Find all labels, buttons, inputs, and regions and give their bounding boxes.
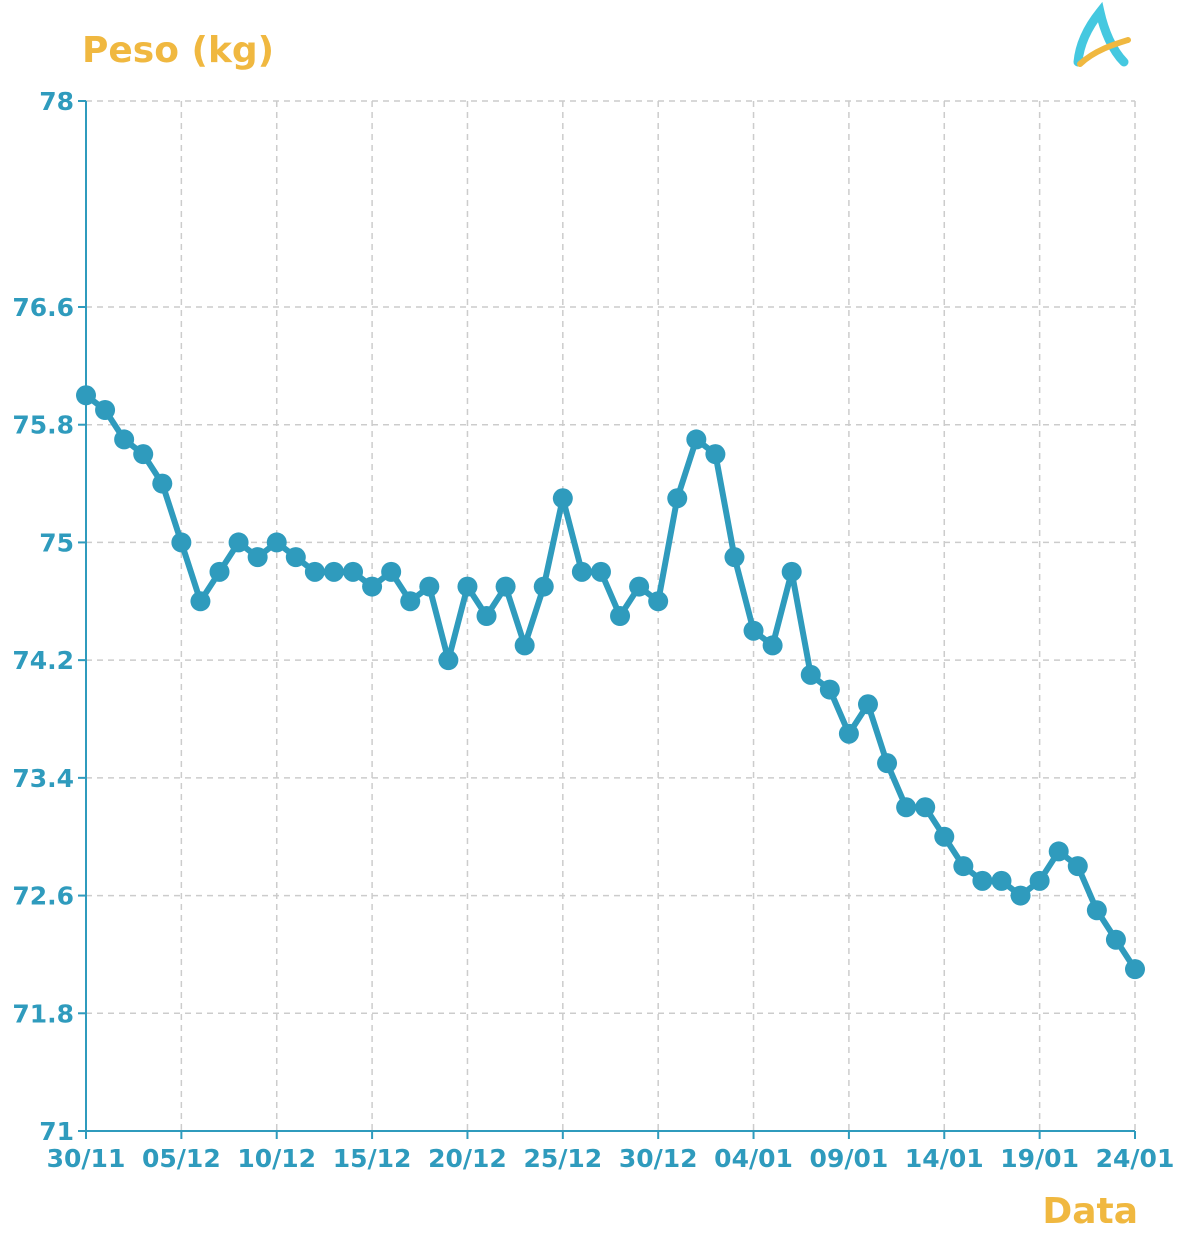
y-tick-label: 71.8 xyxy=(12,999,74,1028)
y-tick-label: 74.2 xyxy=(12,646,74,675)
data-point xyxy=(915,797,936,818)
data-point xyxy=(743,620,764,641)
x-tick-label: 25/12 xyxy=(523,1144,602,1173)
data-point xyxy=(304,561,325,582)
x-tick-label: 04/01 xyxy=(714,1144,793,1173)
data-point xyxy=(896,797,917,818)
y-tick-label: 75.8 xyxy=(12,411,74,440)
data-point xyxy=(190,591,211,612)
x-tick-label: 09/01 xyxy=(810,1144,889,1173)
data-point xyxy=(648,591,669,612)
data-point xyxy=(114,429,135,450)
data-point xyxy=(323,561,344,582)
data-point xyxy=(934,826,955,847)
x-tick-label: 14/01 xyxy=(905,1144,984,1173)
data-point xyxy=(514,635,535,656)
data-point xyxy=(686,429,707,450)
x-tick-label: 20/12 xyxy=(428,1144,507,1173)
data-point xyxy=(1048,841,1069,862)
x-tick-label: 15/12 xyxy=(333,1144,412,1173)
data-point xyxy=(800,664,821,685)
logo-icon xyxy=(1073,1,1131,67)
data-point xyxy=(247,547,268,568)
data-point xyxy=(1029,870,1050,891)
data-point xyxy=(838,723,859,744)
data-point xyxy=(629,576,650,597)
data-point xyxy=(953,856,974,877)
data-point xyxy=(781,561,802,582)
data-point xyxy=(419,576,440,597)
data-point xyxy=(1067,856,1088,877)
data-point xyxy=(381,561,402,582)
data-point xyxy=(533,576,554,597)
y-tick-label: 75 xyxy=(39,528,74,557)
data-point xyxy=(1010,885,1031,906)
data-point xyxy=(877,753,898,774)
data-point xyxy=(228,532,249,553)
data-point xyxy=(457,576,478,597)
data-point xyxy=(95,400,116,420)
data-point xyxy=(133,444,154,465)
data-point xyxy=(1125,959,1145,980)
y-tick-label: 72.6 xyxy=(12,882,74,911)
data-point xyxy=(285,547,306,568)
data-point xyxy=(171,532,192,553)
data-point xyxy=(667,488,688,509)
series xyxy=(76,385,1145,980)
data-point xyxy=(266,532,287,553)
y-tick-label: 73.4 xyxy=(12,764,74,793)
y-tick-label: 78 xyxy=(39,87,74,116)
x-tick-label: 10/12 xyxy=(237,1144,316,1173)
y-tick-label: 76.6 xyxy=(12,293,74,322)
x-tick-label: 30/12 xyxy=(619,1144,698,1173)
x-tick-label: 30/11 xyxy=(47,1144,126,1173)
x-tick-label: 05/12 xyxy=(142,1144,221,1173)
data-point xyxy=(705,444,726,465)
data-point xyxy=(476,606,497,626)
y-tick-label: 71 xyxy=(39,1117,74,1146)
data-point xyxy=(857,694,878,715)
data-point xyxy=(1086,900,1107,921)
y-axis-label: Peso (kg) xyxy=(82,30,274,71)
data-point xyxy=(762,635,783,656)
data-point xyxy=(590,561,611,582)
data-point xyxy=(1105,929,1126,950)
data-point xyxy=(972,870,993,891)
data-point xyxy=(438,650,459,671)
data-point xyxy=(343,561,364,582)
data-point xyxy=(724,547,745,568)
x-tick-label: 19/01 xyxy=(1000,1144,1079,1173)
data-point xyxy=(819,679,840,700)
data-point xyxy=(362,576,383,597)
data-point xyxy=(209,561,230,582)
data-point xyxy=(571,561,592,582)
data-point xyxy=(552,488,573,509)
data-point xyxy=(76,385,96,406)
data-point xyxy=(495,576,516,597)
x-tick-label: 24/01 xyxy=(1096,1144,1175,1173)
data-point xyxy=(400,591,421,612)
data-point xyxy=(991,870,1012,891)
data-point xyxy=(152,473,173,494)
tick-labels: 71 71.8 72.6 73.4 74.2 75 75.8 76.6 78 30/11 05/12… xyxy=(12,87,1174,1173)
data-point xyxy=(610,606,631,626)
axes xyxy=(78,100,1136,1139)
x-axis-label: Data xyxy=(1042,1191,1138,1232)
